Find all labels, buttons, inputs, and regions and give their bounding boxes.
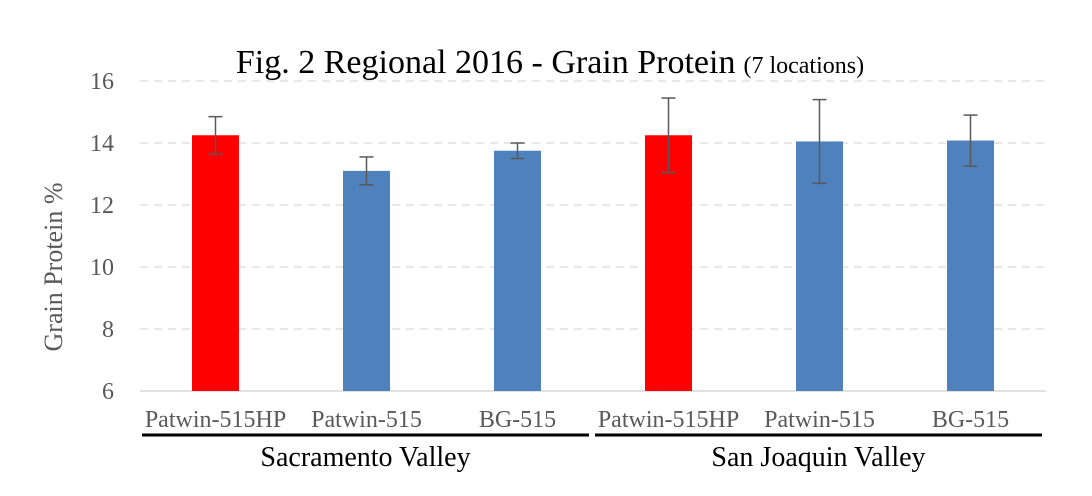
group-label-2: San Joaquin Valley <box>711 442 925 473</box>
y-tick-label: 14 <box>90 131 114 157</box>
error-bars <box>208 97 978 186</box>
bar-4 <box>645 135 692 391</box>
y-axis-label: Grain Protein % <box>39 183 68 352</box>
x-tick-label: Patwin-515 <box>764 407 875 433</box>
x-tick-label: Patwin-515 <box>311 407 422 433</box>
bar-3 <box>494 150 541 391</box>
y-tick-label: 8 <box>102 317 114 343</box>
error-bar-4 <box>661 97 676 174</box>
bar-1 <box>192 135 239 391</box>
chart-title-note: (7 locations) <box>743 53 864 79</box>
error-bar-1 <box>208 115 223 155</box>
x-tick-label: BG-515 <box>932 407 1009 433</box>
chart-title: Fig. 2 Regional 2016 - Grain Protein (7 l… <box>236 44 864 81</box>
error-bar-5 <box>812 98 827 185</box>
x-tick-label: Patwin-515HP <box>598 407 739 433</box>
y-tick-label: 16 <box>90 69 114 95</box>
x-tick-labels: Patwin-515HP Patwin-515 BG-515 Patwin-515HP… <box>145 407 1009 433</box>
x-tick-label: Patwin-515HP <box>145 407 286 433</box>
chart-title-main: Fig. 2 Regional 2016 - Grain Protein <box>236 44 736 81</box>
y-ticks: 6 8 10 12 14 16 <box>90 69 114 405</box>
x-tick-label: BG-515 <box>479 407 556 433</box>
bar-2 <box>343 170 390 391</box>
bars <box>192 135 994 391</box>
group-labels: Sacramento Valley San Joaquin Valley <box>142 433 1042 473</box>
y-tick-label: 10 <box>90 255 114 281</box>
error-bar-6 <box>963 114 978 167</box>
gridlines <box>140 80 1046 392</box>
bar-6 <box>947 140 994 391</box>
error-bar-2 <box>359 156 374 186</box>
group-label-1: Sacramento Valley <box>260 442 470 473</box>
error-bar-3 <box>510 142 525 160</box>
y-tick-label: 12 <box>90 193 114 219</box>
y-tick-label: 6 <box>102 379 114 405</box>
